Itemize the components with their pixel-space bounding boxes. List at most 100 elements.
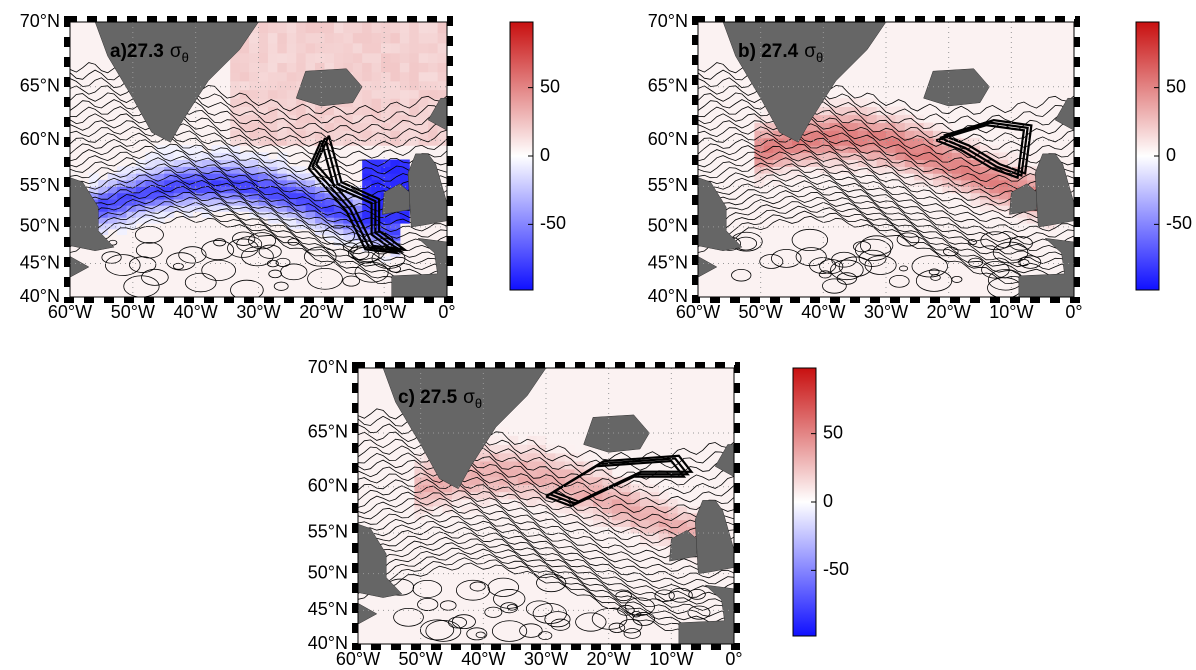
cell: [773, 152, 784, 161]
lon-label: 10°W: [362, 302, 406, 322]
cell: [126, 179, 137, 187]
cell: [1045, 228, 1056, 236]
lat-label: 40°N: [20, 286, 60, 306]
cell: [399, 106, 410, 116]
cell: [593, 519, 603, 527]
cell: [754, 152, 765, 161]
lat-label: 55°N: [648, 175, 688, 195]
cell: [390, 173, 401, 181]
cell: [145, 173, 156, 181]
cell: [611, 512, 622, 521]
cell: [499, 484, 509, 493]
cell: [658, 539, 669, 547]
cell: [296, 217, 307, 224]
cell: [839, 145, 849, 153]
cell: [1017, 179, 1028, 187]
cell: [517, 476, 528, 485]
thick-contour: [311, 137, 405, 253]
cell: [352, 205, 363, 212]
cell: [352, 52, 363, 63]
cell: [117, 199, 128, 206]
cell: [895, 114, 906, 124]
lon-label: 60°W: [336, 649, 380, 665]
cell: [258, 52, 269, 63]
cell: [324, 234, 335, 241]
cell: [249, 106, 259, 116]
cell: [154, 192, 165, 200]
cell: [296, 98, 307, 108]
cell: [980, 179, 990, 187]
cell: [249, 205, 259, 212]
cell: [829, 98, 840, 108]
cell: [517, 452, 528, 462]
cell: [555, 476, 566, 485]
contour: [248, 232, 277, 250]
cell: [164, 159, 175, 167]
cell: [258, 186, 269, 194]
contour: [698, 162, 1074, 233]
cell: [126, 186, 137, 194]
cell: [428, 62, 439, 73]
cell: [951, 152, 962, 161]
cell: [296, 166, 307, 174]
cell: [886, 114, 896, 124]
cell: [173, 179, 184, 187]
cell: [286, 192, 297, 200]
cell: [390, 22, 401, 34]
cell: [201, 152, 212, 161]
cell: [267, 32, 278, 44]
cell: [546, 498, 556, 507]
cell: [362, 130, 373, 139]
cell: [192, 166, 203, 174]
cell: [998, 205, 1009, 212]
contour: [104, 254, 141, 276]
cell: [201, 211, 212, 218]
cell: [399, 80, 410, 91]
cell: [164, 145, 175, 153]
cell: [428, 137, 439, 146]
cell: [904, 130, 915, 139]
contour: [358, 503, 734, 572]
land: [669, 530, 698, 562]
cell: [343, 22, 354, 34]
lon-label: 0°: [725, 649, 742, 665]
cell: [754, 114, 765, 124]
cell: [239, 152, 250, 161]
contour: [519, 623, 543, 638]
cell: [399, 89, 410, 99]
cell: [381, 173, 391, 181]
cell: [267, 137, 278, 146]
contour: [536, 573, 567, 593]
cell: [442, 506, 453, 514]
cell: [508, 452, 519, 462]
contour: [425, 619, 462, 642]
cell: [442, 491, 453, 500]
map-panel: 70°N 65°N 60°N 55°N 50°N 45°N 40°N60°W 50°W 40°W…: [308, 357, 849, 669]
cell: [546, 512, 556, 521]
cell: [258, 211, 269, 218]
cell: [1008, 179, 1019, 187]
lat-label: 45°N: [308, 599, 348, 619]
contour: [172, 262, 184, 270]
cell: [249, 192, 259, 200]
cell: [452, 491, 462, 500]
cell: [258, 205, 269, 212]
cell: [390, 130, 401, 139]
cell: [381, 256, 391, 263]
cell: [602, 491, 613, 500]
cell: [640, 512, 650, 521]
cell: [687, 512, 697, 521]
cell: [583, 460, 594, 470]
cell: [324, 32, 335, 44]
cell: [362, 166, 373, 174]
cell: [810, 137, 821, 146]
cell: [390, 251, 401, 257]
cell: [810, 114, 821, 124]
cell: [687, 526, 697, 534]
cell: [754, 166, 765, 174]
cell: [527, 460, 538, 470]
contour: [287, 238, 300, 246]
cell: [324, 228, 335, 236]
cell: [904, 166, 915, 174]
land: [391, 237, 447, 297]
